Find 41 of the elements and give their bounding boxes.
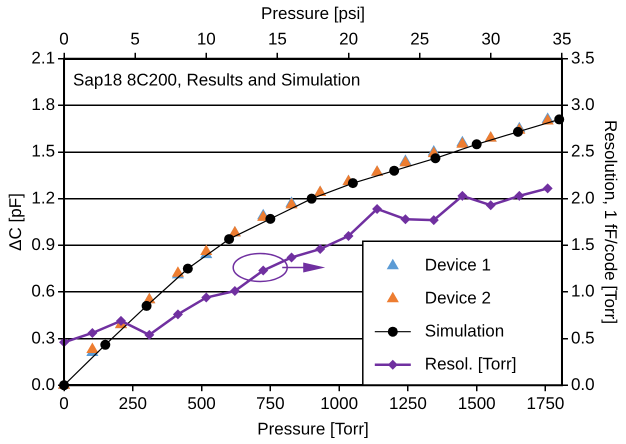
- x2-tick-label: 10: [196, 29, 216, 48]
- y-tick-label: 1.8: [31, 95, 56, 114]
- x-tick-label: 250: [118, 394, 147, 414]
- y2-tick-label: 0.0: [570, 374, 595, 394]
- legend-label: Resol. [Torr]: [424, 354, 516, 374]
- x2-tick-label: 35: [552, 29, 572, 48]
- x-tick-label: 0: [59, 394, 69, 414]
- legend-label: Device 2: [424, 288, 491, 308]
- x-tick-label: 1750: [526, 394, 564, 414]
- x-tick-label: 1250: [388, 394, 427, 414]
- x2-tick-label: 30: [481, 29, 500, 48]
- x2-tick-label: 20: [339, 29, 358, 48]
- y-tick-label: 0.0: [31, 374, 56, 394]
- x2-axis-title: Pressure [psi]: [261, 4, 365, 23]
- y-tick-label: 2.1: [31, 48, 56, 68]
- y2-tick-label: 2.5: [570, 142, 595, 161]
- y-tick-label: 0.6: [31, 282, 56, 301]
- y2-tick-label: 3.5: [570, 48, 595, 68]
- y-tick-label: 1.5: [31, 142, 56, 161]
- legend-label: Simulation: [424, 321, 504, 340]
- x2-tick-label: 0: [59, 29, 69, 48]
- y-tick-label: 1.2: [31, 188, 56, 208]
- x-tick-label: 1000: [320, 394, 358, 414]
- x2-tick-label: 5: [130, 29, 140, 48]
- y2-axis-title: Resolution, 1 fF/code [Torr]: [601, 120, 620, 324]
- y2-tick-label: 3.0: [570, 95, 595, 114]
- x-tick-label: 750: [256, 394, 285, 414]
- y2-tick-label: 1.5: [570, 235, 595, 254]
- y-tick-label: 0.3: [31, 328, 56, 348]
- x-tick-label: 1500: [458, 394, 496, 414]
- annotation: Sap18 8C200, Results and Simulation: [73, 70, 360, 90]
- x-axis-title: Pressure [Torr]: [257, 419, 369, 438]
- y2-tick-label: 1.0: [570, 282, 595, 301]
- y-tick-label: 0.9: [31, 235, 56, 254]
- y-axis-title: ΔC [pF]: [6, 193, 25, 251]
- legend-label: Device 1: [424, 255, 491, 274]
- y2-tick-label: 0.5: [570, 328, 595, 348]
- x2-tick-label: 25: [410, 29, 430, 48]
- y2-tick-label: 2.0: [570, 188, 595, 208]
- x2-tick-label: 15: [268, 29, 287, 48]
- x-tick-label: 500: [187, 394, 216, 414]
